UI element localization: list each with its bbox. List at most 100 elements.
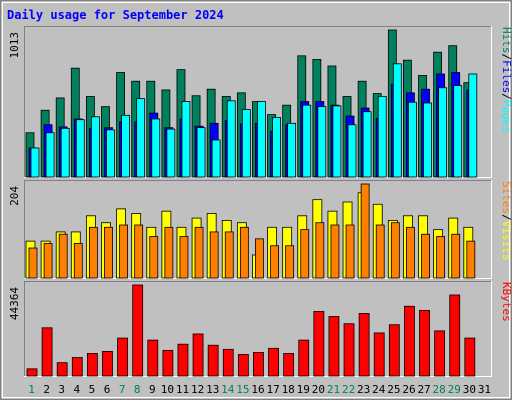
legend-entry: Sites — [500, 181, 512, 214]
day-label: 26 — [402, 383, 415, 396]
day-label: 23 — [357, 383, 370, 396]
bar-kbytes — [283, 353, 295, 377]
bar-sites — [58, 233, 68, 279]
bar-kbytes — [388, 324, 400, 377]
bar-kbytes — [56, 362, 68, 377]
bar-kbytes — [313, 310, 325, 377]
bar-kbytes — [132, 284, 144, 377]
bar-kbytes — [434, 330, 446, 377]
bar-sites — [330, 224, 340, 279]
legend-entry: Hits — [500, 27, 512, 54]
legend-entry: Files — [500, 60, 512, 93]
day-label: 10 — [161, 383, 174, 396]
day-label: 17 — [266, 383, 279, 396]
day-label: 18 — [282, 383, 295, 396]
bar-sites — [451, 233, 461, 279]
series-legend: Hits/Files/Pages — [500, 27, 512, 133]
bar-sites — [119, 224, 128, 279]
day-label: 5 — [89, 383, 96, 396]
day-label: 20 — [312, 383, 325, 396]
day-label: 21 — [327, 383, 340, 396]
bar-sites — [270, 245, 279, 279]
bar-sites — [194, 226, 204, 279]
bar-kbytes — [162, 349, 174, 377]
day-label: 12 — [191, 383, 204, 396]
bar-pages — [211, 139, 221, 178]
bar-pages — [241, 109, 251, 178]
bar-kbytes — [358, 313, 370, 377]
bar-kbytes — [177, 343, 189, 377]
y-max-label: 44364 — [8, 287, 21, 320]
bar-pages — [408, 101, 417, 178]
legend-entry: Visits — [500, 221, 512, 261]
day-label: 16 — [251, 383, 264, 396]
bar-sites — [421, 233, 430, 279]
panel-kbytes: 44364 KBytes — [8, 281, 512, 377]
day-label: 27 — [417, 383, 430, 396]
day-label: 7 — [119, 383, 126, 396]
day-label: 15 — [236, 383, 249, 396]
x-axis-day-labels: 1 2 3 4 5 6 7 8 9 10 11 12 13 14 15 16 17 18 19 20 21 22 23 24 2… — [28, 383, 491, 396]
bar-sites — [360, 183, 370, 279]
day-label: 13 — [206, 383, 219, 396]
bar-sites — [255, 238, 264, 279]
bar-sites — [390, 222, 400, 279]
bar-kbytes — [192, 333, 204, 377]
bar-pages — [423, 102, 432, 178]
legend-entry: / — [500, 214, 512, 221]
day-label: 25 — [387, 383, 400, 396]
series-legend: KBytes — [500, 282, 512, 322]
bar-kbytes — [102, 350, 113, 377]
bar-sites — [436, 236, 446, 279]
bar-sites — [315, 222, 325, 279]
day-label: 22 — [342, 383, 355, 396]
bar-pages — [90, 116, 100, 178]
bars — [26, 284, 476, 377]
bar-kbytes — [117, 337, 128, 377]
bar-pages — [347, 124, 357, 178]
bar-kbytes — [26, 368, 38, 377]
bar-sites — [300, 229, 310, 279]
bar-sites — [149, 236, 159, 279]
day-label: 8 — [134, 383, 141, 396]
panel-visits-sites: 204 Sites/Visits — [8, 180, 512, 279]
day-label: 2 — [43, 383, 50, 396]
bar-kbytes — [298, 339, 310, 377]
bar-sites — [239, 226, 249, 279]
bar-pages — [287, 122, 297, 178]
panel-hits-files-pages: 1013 Hits/Files/Pages — [8, 26, 512, 178]
bar-sites — [88, 226, 98, 279]
bar-pages — [257, 101, 266, 178]
bar-kbytes — [86, 353, 98, 377]
bar-kbytes — [41, 327, 53, 377]
bar-sites — [285, 245, 295, 279]
series-legend: Sites/Visits — [500, 181, 512, 261]
day-label: 1 — [28, 383, 35, 396]
bar-pages — [453, 85, 463, 178]
bar-kbytes — [207, 344, 219, 377]
bar-pages — [60, 127, 70, 178]
bar-pages — [272, 117, 281, 178]
bar-pages — [226, 100, 236, 178]
day-label: 29 — [448, 383, 461, 396]
bar-sites — [375, 224, 385, 279]
legend-entry: / — [500, 54, 512, 61]
bar-kbytes — [147, 339, 159, 377]
day-label: 4 — [74, 383, 81, 396]
day-label: 6 — [104, 383, 111, 396]
bar-sites — [134, 224, 144, 279]
bar-pages — [121, 114, 130, 178]
legend-entry: Pages — [500, 100, 512, 133]
y-max-label: 204 — [8, 186, 21, 206]
bar-sites — [345, 224, 355, 279]
bar-kbytes — [404, 305, 415, 377]
day-label: 3 — [58, 383, 65, 396]
bar-kbytes — [464, 337, 476, 377]
bar-sites — [43, 243, 53, 279]
bar-pages — [468, 73, 478, 178]
bar-kbytes — [449, 294, 461, 377]
bar-pages — [136, 98, 146, 178]
bar-sites — [406, 226, 415, 279]
bar-pages — [106, 129, 115, 178]
